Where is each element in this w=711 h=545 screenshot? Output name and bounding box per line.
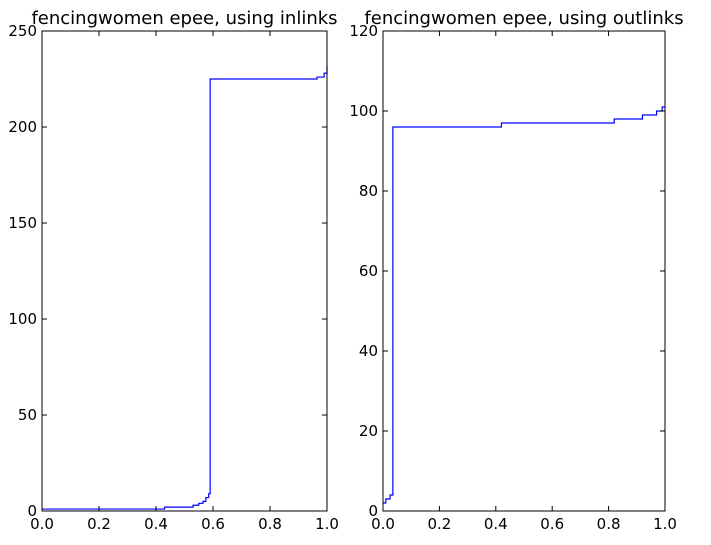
x-tick-label-outlinks: 0.8: [597, 515, 621, 533]
y-tick-label-inlinks: 250: [8, 22, 37, 40]
x-tick-label-inlinks: 0.0: [30, 515, 54, 533]
x-tick-label-inlinks: 0.8: [258, 515, 282, 533]
x-tick-label-outlinks: 0.6: [540, 515, 564, 533]
y-tick-label-inlinks: 100: [8, 310, 37, 328]
plot-frame-inlinks: [41, 30, 328, 512]
x-tick-label-outlinks: 1.0: [653, 515, 677, 533]
chart-panel-outlinks: fencingwomen epee, using outlinks 0.0 0.2 0…: [349, 8, 683, 533]
y-tick-label-inlinks: 200: [8, 118, 37, 136]
x-tick-label-inlinks: 1.0: [315, 515, 339, 533]
plot-frame-outlinks: [382, 30, 666, 512]
y-tick-label-inlinks: 150: [8, 214, 37, 232]
x-tick-label-inlinks: 0.6: [201, 515, 225, 533]
x-tick-label-inlinks: 0.2: [87, 515, 111, 533]
y-tick-label-outlinks: 0: [368, 502, 378, 520]
x-tick-label-outlinks: 0.2: [427, 515, 451, 533]
chart-panel-inlinks: fencingwomen epee, using inlinks 0.0 0.2 0.…: [8, 8, 339, 533]
x-tick-label-outlinks: 0.0: [371, 515, 395, 533]
y-tick-label-outlinks: 60: [359, 262, 378, 280]
y-tick-label-inlinks: 0: [27, 502, 37, 520]
y-tick-label-outlinks: 20: [359, 422, 378, 440]
y-tick-label-outlinks: 120: [349, 22, 378, 40]
series-line-inlinks: [42, 65, 328, 510]
y-tick-label-outlinks: 40: [359, 342, 378, 360]
chart-title-inlinks: fencingwomen epee, using inlinks: [31, 8, 337, 29]
series-line-outlinks: [383, 106, 665, 504]
y-tick-label-inlinks: 50: [18, 406, 37, 424]
chart-title-outlinks: fencingwomen epee, using outlinks: [364, 8, 683, 29]
y-tick-label-outlinks: 80: [359, 182, 378, 200]
x-tick-label-inlinks: 0.4: [144, 515, 168, 533]
x-tick-label-outlinks: 0.4: [484, 515, 508, 533]
y-tick-label-outlinks: 100: [349, 102, 378, 120]
